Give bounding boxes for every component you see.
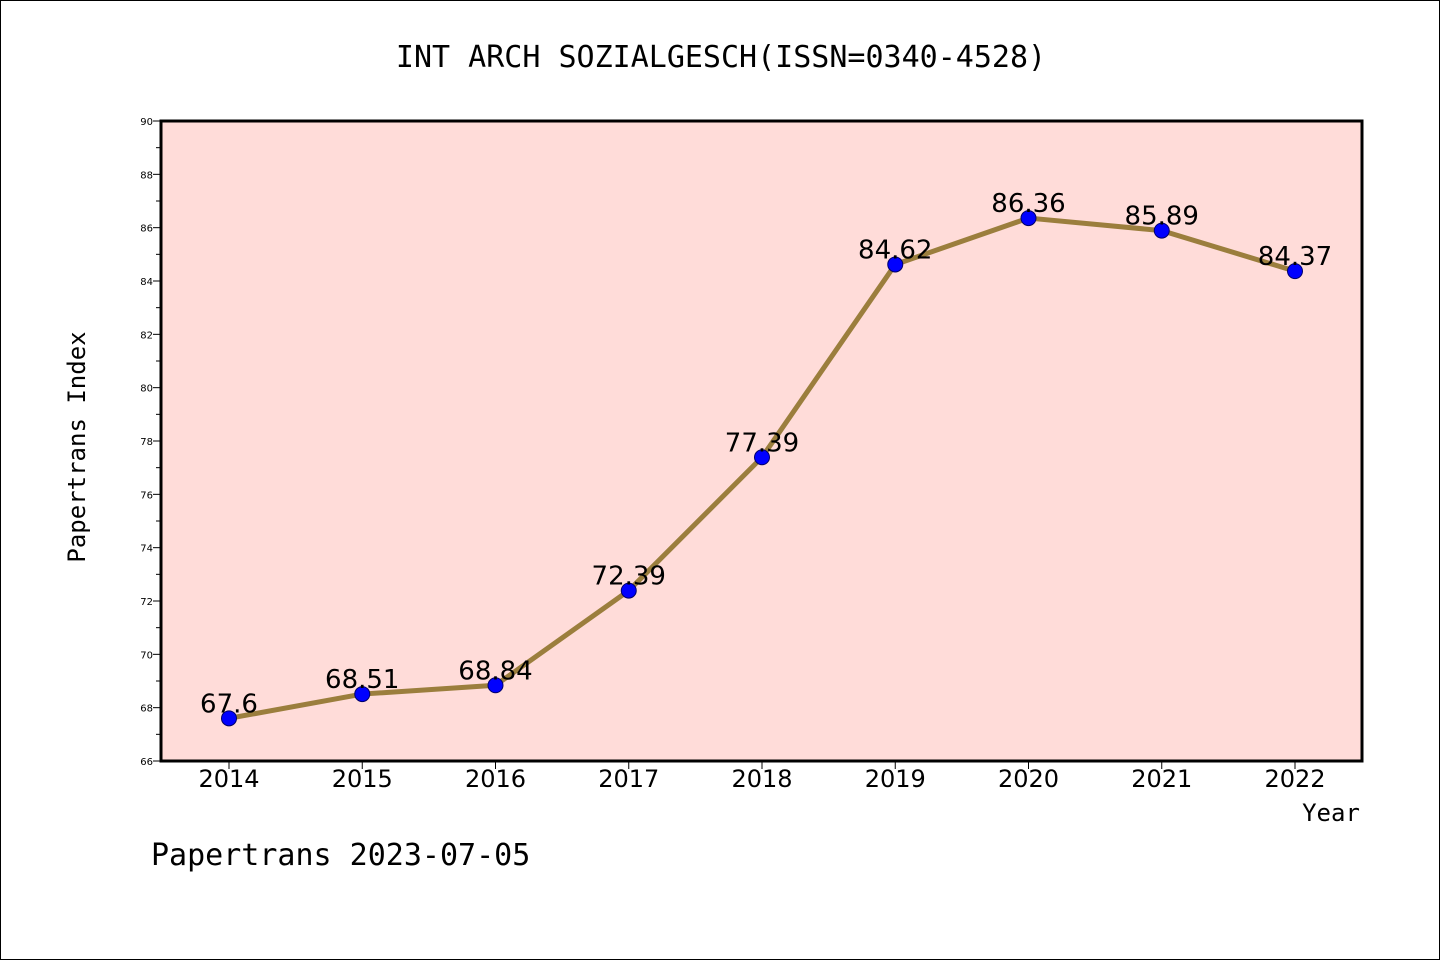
data-label: 84.62 [858, 235, 932, 265]
x-tick-label: 2016 [465, 765, 526, 793]
x-tick-label: 2014 [198, 765, 259, 793]
y-tick-label: 76 [140, 490, 153, 501]
x-tick-label: 2018 [731, 765, 792, 793]
y-tick-label: 86 [140, 224, 153, 235]
chart-title: INT ARCH SOZIALGESCH(ISSN=0340-4528) [396, 40, 1046, 75]
y-tick-label: 78 [140, 437, 153, 448]
x-tick-label: 2015 [332, 765, 393, 793]
footer-credit: Papertrans 2023-07-05 [151, 838, 530, 873]
data-labels: 67.6 68.51 68.84 72.39 77.39 84.62 86.36 85.89 8… [200, 189, 1332, 719]
y-tick-label: 84 [140, 277, 153, 288]
x-axis-label: Year [1302, 799, 1360, 827]
data-point [487, 677, 504, 694]
data-point [754, 449, 770, 466]
data-label: 85.89 [1125, 202, 1199, 232]
series-line [221, 210, 1303, 727]
y-tick-label: 80 [140, 384, 153, 395]
x-tick-label: 2021 [1131, 765, 1192, 793]
y-axis-label: Papertrans Index [63, 331, 91, 562]
data-point [1020, 210, 1037, 227]
data-label: 77.39 [725, 428, 799, 458]
x-tick-label: 2017 [598, 765, 659, 793]
data-point [221, 710, 237, 727]
y-axis: 66 68 70 72 74 76 78 80 82 84 86 88 90 [140, 117, 161, 768]
data-label: 68.84 [458, 656, 532, 686]
data-label: 67.6 [200, 689, 258, 719]
data-point [354, 686, 371, 703]
data-point [620, 582, 637, 599]
data-label: 84.37 [1258, 242, 1332, 272]
y-tick-label: 70 [140, 650, 153, 661]
y-tick-label: 72 [140, 597, 153, 608]
data-label: 68.51 [325, 665, 399, 695]
data-point [887, 256, 904, 273]
x-tick-label: 2019 [865, 765, 926, 793]
plot-border [159, 119, 1364, 763]
data-label: 86.36 [991, 189, 1065, 219]
data-point [1153, 222, 1170, 239]
y-tick-label: 68 [140, 704, 153, 715]
data-label: 72.39 [592, 562, 666, 592]
x-tick-label: 2020 [998, 765, 1059, 793]
x-axis: 2014 2015 2016 2017 2018 2019 2020 2021 2022 [198, 761, 1326, 793]
y-tick-label: 82 [140, 330, 153, 341]
y-tick-label: 66 [140, 757, 153, 768]
y-tick-label: 88 [140, 170, 153, 181]
y-tick-label: 74 [140, 544, 153, 555]
data-point [1287, 263, 1303, 280]
x-tick-label: 2022 [1264, 765, 1325, 793]
y-tick-label: 90 [140, 117, 153, 128]
